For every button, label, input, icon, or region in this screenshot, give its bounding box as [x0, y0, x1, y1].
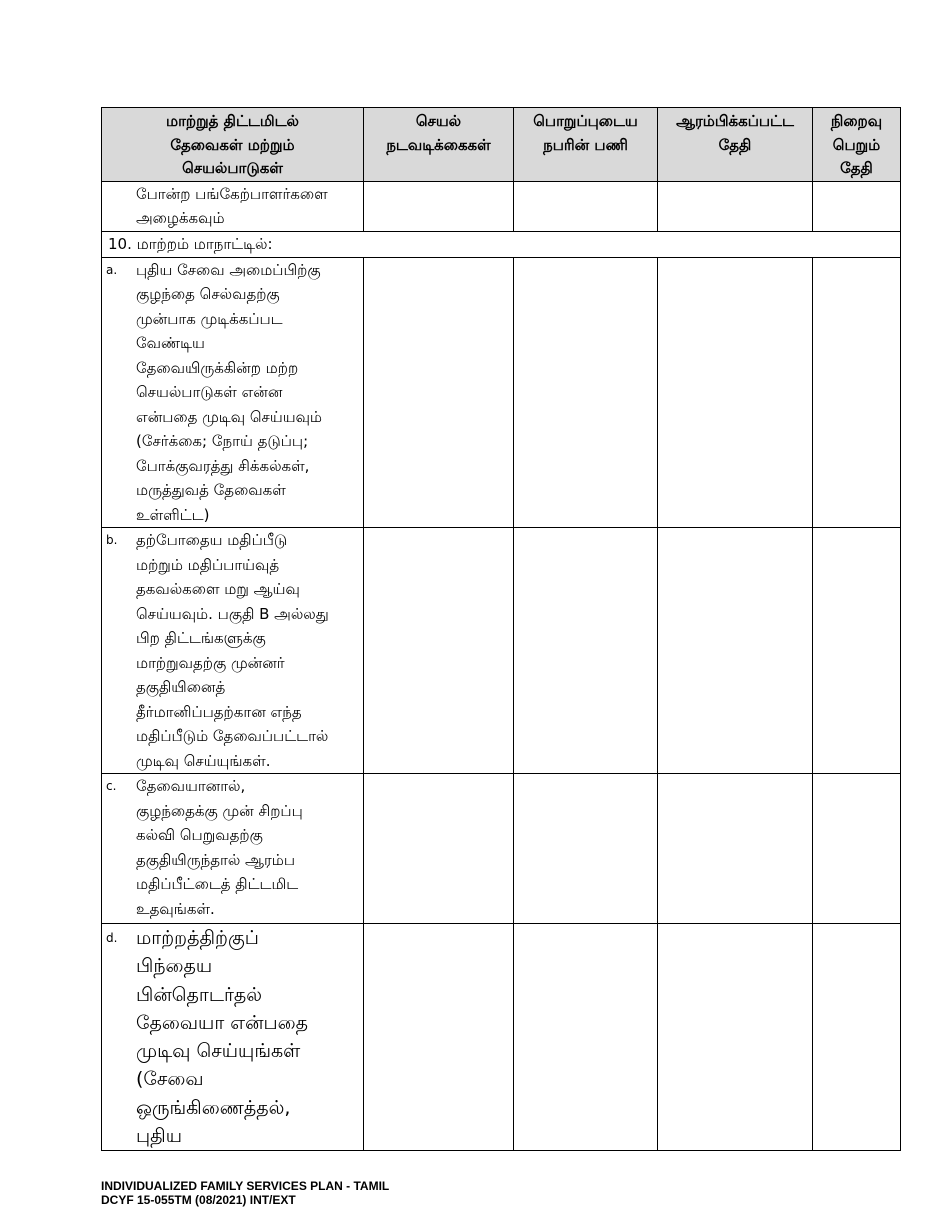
- header-actions: செயல் நடவடிக்கைகள்: [363, 107, 514, 182]
- input-cell[interactable]: [657, 527, 813, 774]
- input-cell[interactable]: [657, 773, 813, 924]
- item-text: தேவையானால், குழந்தைக்கு முன் சிறப்பு கல்…: [136, 777, 303, 918]
- header-completion-date: நிறைவு பெறும் தேதி: [812, 107, 901, 182]
- plan-table: மாற்றுத் திட்டமிடல் தேவைகள் மற்றும் செயல…: [101, 107, 901, 1152]
- item-label: a.: [106, 262, 118, 277]
- input-cell[interactable]: [812, 180, 901, 232]
- input-cell[interactable]: [812, 922, 901, 1152]
- table-row: a. புதிய சேவை அமைப்பிற்கு குழந்தை செல்வதற…: [101, 256, 901, 528]
- input-cell[interactable]: [513, 256, 658, 528]
- input-cell[interactable]: [513, 922, 658, 1152]
- input-cell[interactable]: [657, 256, 813, 528]
- input-cell[interactable]: [513, 773, 658, 924]
- item-label: d.: [106, 931, 118, 945]
- table-row: d. மாற்றத்திற்குப் பிந்தைய பின்தொடர்தல் த…: [101, 922, 901, 1152]
- input-cell[interactable]: [812, 256, 901, 528]
- input-cell[interactable]: [363, 527, 514, 774]
- input-cell[interactable]: [363, 773, 514, 924]
- section-row: 10. மாற்றம் மாநாட்டில்:: [101, 230, 901, 258]
- header-row: மாற்றுத் திட்டமிடல் தேவைகள் மற்றும் செயல…: [101, 107, 901, 182]
- table-row: c. தேவையானால், குழந்தைக்கு முன் சிறப்பு க…: [101, 773, 901, 924]
- header-needs: மாற்றுத் திட்டமிடல் தேவைகள் மற்றும் செயல…: [101, 107, 364, 182]
- table-row: b. தற்போதைய மதிப்பீடு மற்றும் மதிப்பாய்வு…: [101, 527, 901, 774]
- input-cell[interactable]: [363, 180, 514, 232]
- input-cell[interactable]: [513, 180, 658, 232]
- input-cell[interactable]: [812, 527, 901, 774]
- section-10-title: 10. மாற்றம் மாநாட்டில்:: [101, 230, 901, 258]
- input-cell[interactable]: [657, 180, 813, 232]
- header-responsible: பொறுப்புடைய நபரின் பணி: [513, 107, 658, 182]
- footer-title: INDIVIDUALIZED FAMILY SERVICES PLAN - TA…: [101, 1179, 390, 1193]
- input-cell[interactable]: [812, 773, 901, 924]
- item-label: c.: [106, 779, 117, 793]
- table-row: போன்ற பங்கேற்பாளர்களை அழைக்கவும்: [101, 180, 901, 232]
- input-cell[interactable]: [513, 527, 658, 774]
- input-cell[interactable]: [363, 256, 514, 528]
- input-cell[interactable]: [657, 922, 813, 1152]
- header-start-date: ஆரம்பிக்கப்பட்ட தேதி: [657, 107, 813, 182]
- item-text: தற்போதைய மதிப்பீடு மற்றும் மதிப்பாய்வுத்…: [136, 531, 329, 770]
- input-cell[interactable]: [363, 922, 514, 1152]
- item-text: மாற்றத்திற்குப் பிந்தைய பின்தொடர்தல் தேவ…: [136, 927, 309, 1148]
- footer: INDIVIDUALIZED FAMILY SERVICES PLAN - TA…: [101, 1179, 389, 1207]
- continued-text: போன்ற பங்கேற்பாளர்களை அழைக்கவும்: [136, 184, 328, 228]
- footer-form-id: DCYF 15-055TM (08/2021) INT/EXT: [101, 1193, 296, 1207]
- item-label: b.: [106, 533, 118, 547]
- item-text: புதிய சேவை அமைப்பிற்கு குழந்தை செல்வதற்க…: [136, 260, 322, 524]
